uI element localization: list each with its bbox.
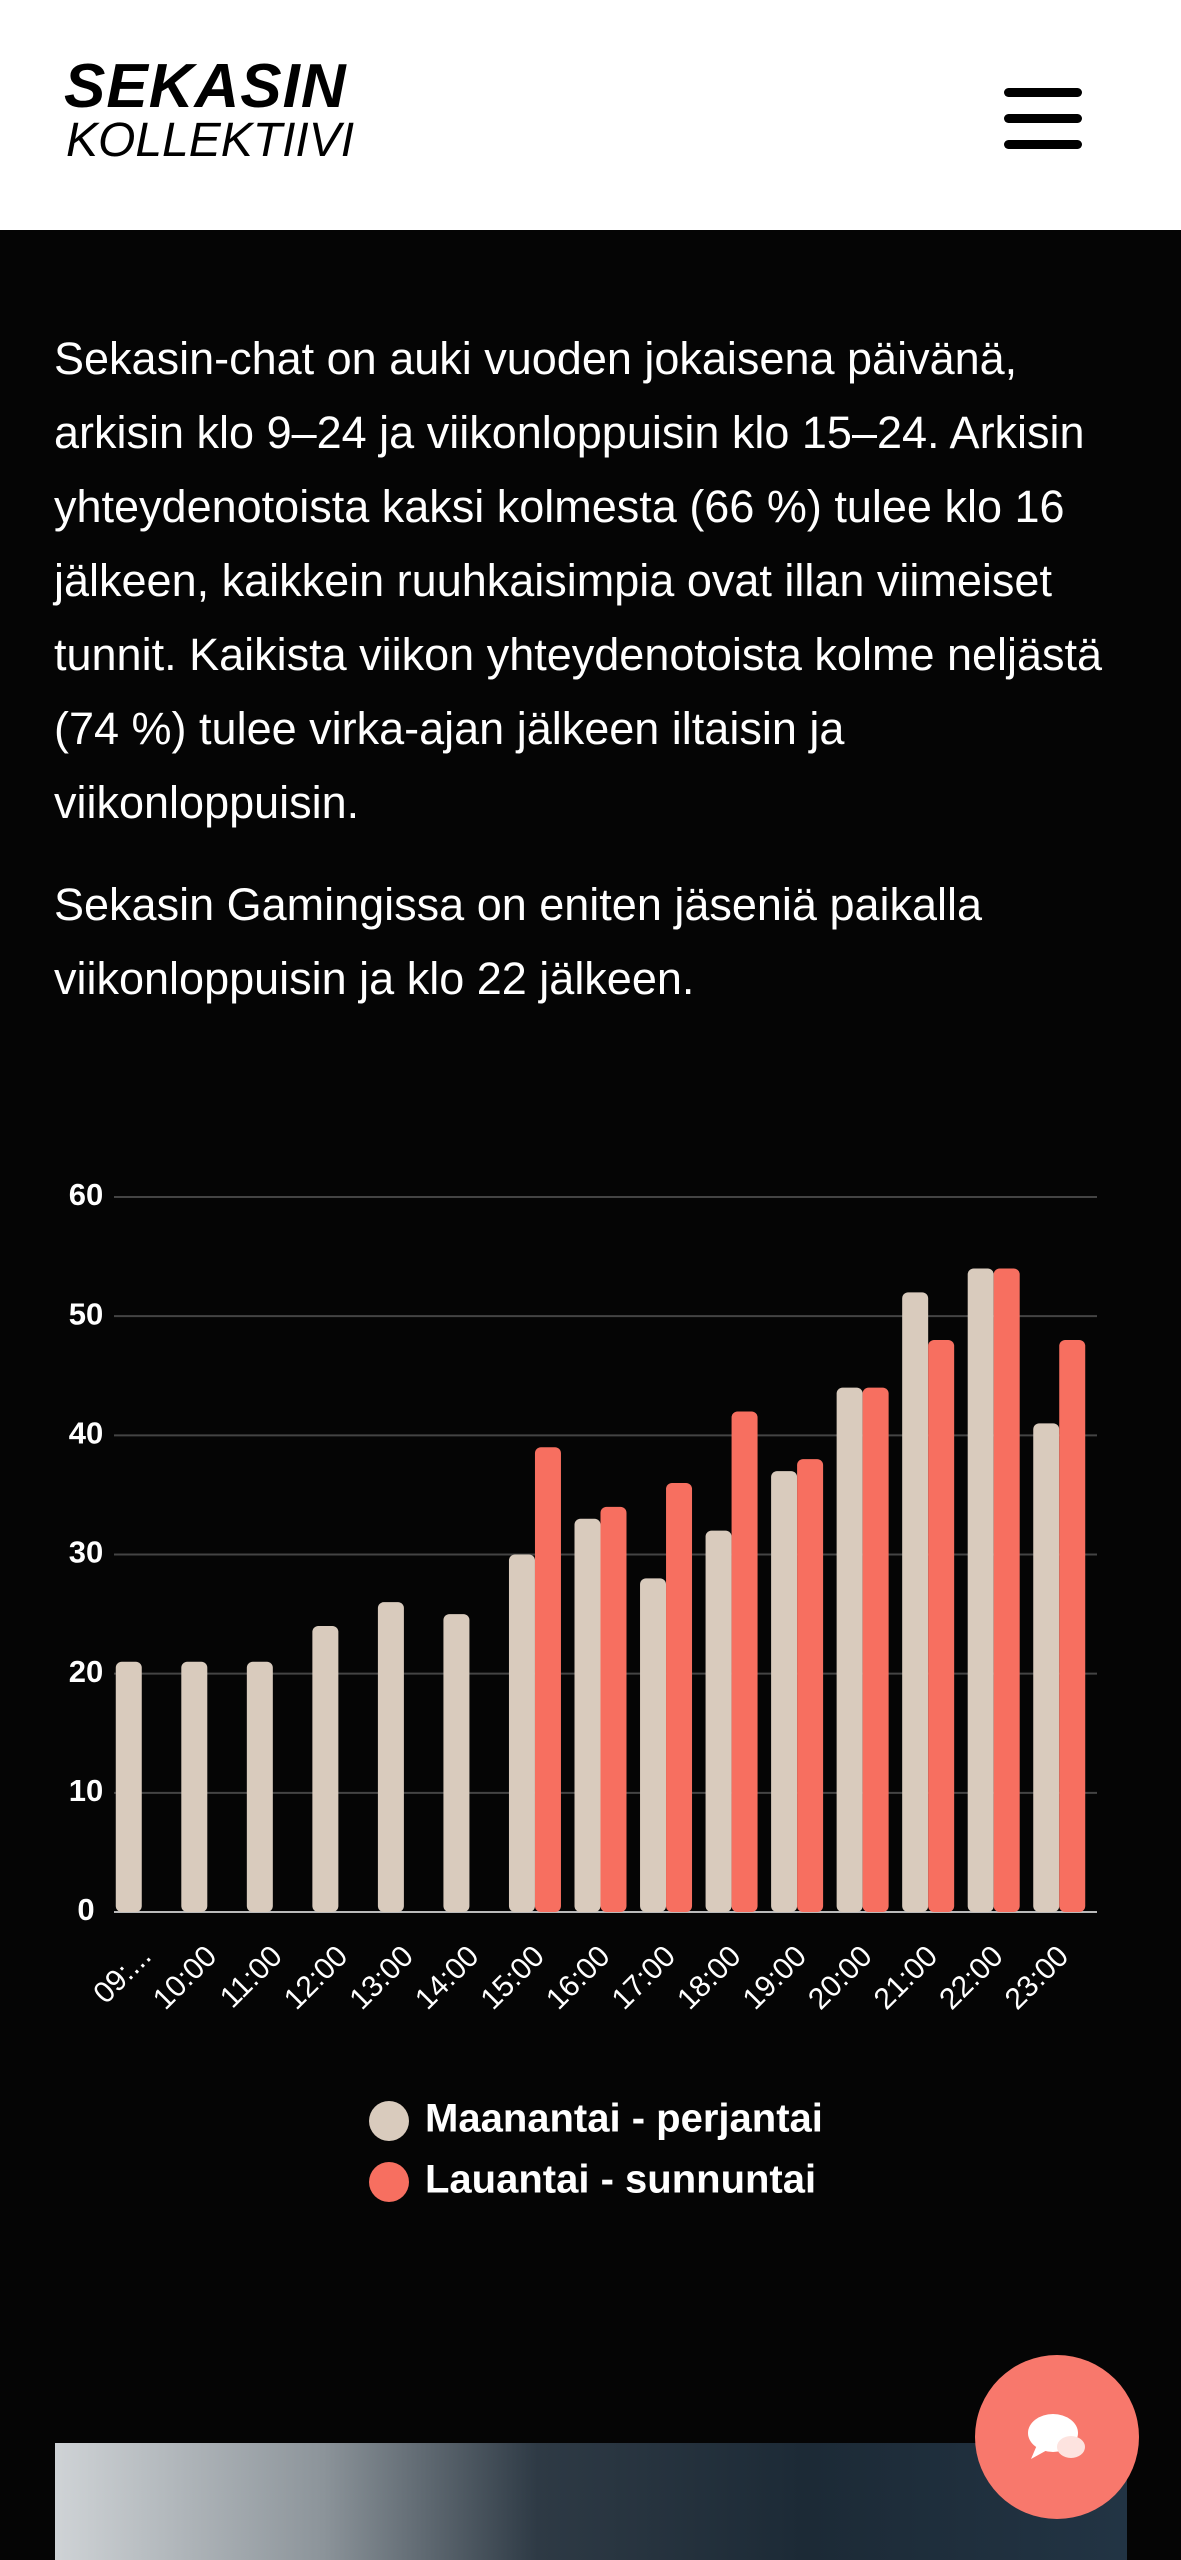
x-tick-label: 14:00 xyxy=(409,1940,485,2016)
bar xyxy=(967,1268,994,1912)
bar xyxy=(705,1530,732,1912)
bar xyxy=(443,1614,470,1912)
bar xyxy=(1059,1340,1086,1912)
y-tick-label: 30 xyxy=(69,1535,103,1570)
y-tick-label: 0 xyxy=(77,1892,94,1927)
x-tick-label: 11:00 xyxy=(214,1940,289,2015)
bar xyxy=(862,1387,889,1912)
x-tick-label: 17:00 xyxy=(606,1940,682,2016)
x-tick-label: 21:00 xyxy=(868,1940,944,2016)
y-tick-label: 50 xyxy=(69,1296,103,1331)
x-tick-label: 22:00 xyxy=(933,1940,1009,2016)
menu-button[interactable] xyxy=(1004,88,1082,166)
x-tick-label: 23:00 xyxy=(999,1940,1075,2016)
x-tick-label: 15:00 xyxy=(474,1940,550,2016)
bar xyxy=(928,1340,955,1912)
legend-marker xyxy=(369,2162,409,2202)
x-tick-label: 10:00 xyxy=(147,1940,223,2016)
bar xyxy=(1033,1423,1060,1912)
y-tick-label: 40 xyxy=(69,1416,103,1451)
bar xyxy=(508,1554,535,1912)
chat-button[interactable] xyxy=(975,2355,1139,2519)
bar xyxy=(534,1447,561,1912)
y-tick-label: 20 xyxy=(69,1654,103,1689)
bar xyxy=(731,1411,758,1912)
bar xyxy=(902,1292,929,1912)
bar xyxy=(600,1506,627,1912)
y-tick-label: 10 xyxy=(69,1773,103,1808)
chat-icon xyxy=(1028,2414,1085,2459)
logo[interactable]: SEKASIN xyxy=(64,52,347,121)
x-tick-label: 16:00 xyxy=(540,1940,616,2016)
bar xyxy=(246,1661,273,1912)
legend-label: Lauantai - sunnuntai xyxy=(425,2158,816,2202)
bar xyxy=(312,1626,339,1912)
chart: 010203040506009:...10:0011:0012:0013:001… xyxy=(69,1177,1097,2202)
x-tick-label: 20:00 xyxy=(802,1940,878,2016)
logo[interactable]: KOLLEKTIIVI xyxy=(66,114,355,167)
y-tick-label: 60 xyxy=(69,1177,103,1212)
image xyxy=(55,2443,1127,2560)
bar xyxy=(640,1578,667,1912)
header: SEKASIN KOLLEKTIIVI xyxy=(0,0,1181,230)
bar xyxy=(666,1483,693,1912)
legend-label: Maanantai - perjantai xyxy=(425,2097,823,2141)
article: Sekasin-chat on auki vuoden jokaisena pä… xyxy=(54,322,1134,1044)
bar xyxy=(377,1602,404,1912)
bar xyxy=(836,1387,863,1912)
legend-marker xyxy=(369,2101,409,2141)
bar xyxy=(771,1471,798,1912)
x-tick-label: 12:00 xyxy=(278,1940,354,2016)
x-tick-label: 09:... xyxy=(87,1940,158,2011)
bar xyxy=(797,1459,824,1912)
paragraph: Sekasin-chat on auki vuoden jokaisena pä… xyxy=(54,333,1103,828)
bar xyxy=(115,1661,142,1912)
bar xyxy=(181,1661,208,1912)
x-tick-label: 19:00 xyxy=(737,1940,813,2016)
bar xyxy=(993,1268,1020,1912)
x-tick-label: 18:00 xyxy=(671,1940,747,2016)
bar xyxy=(574,1518,601,1912)
paragraph: Sekasin Gamingissa on eniten jäseniä pai… xyxy=(54,879,983,1004)
x-tick-label: 13:00 xyxy=(343,1940,419,2016)
